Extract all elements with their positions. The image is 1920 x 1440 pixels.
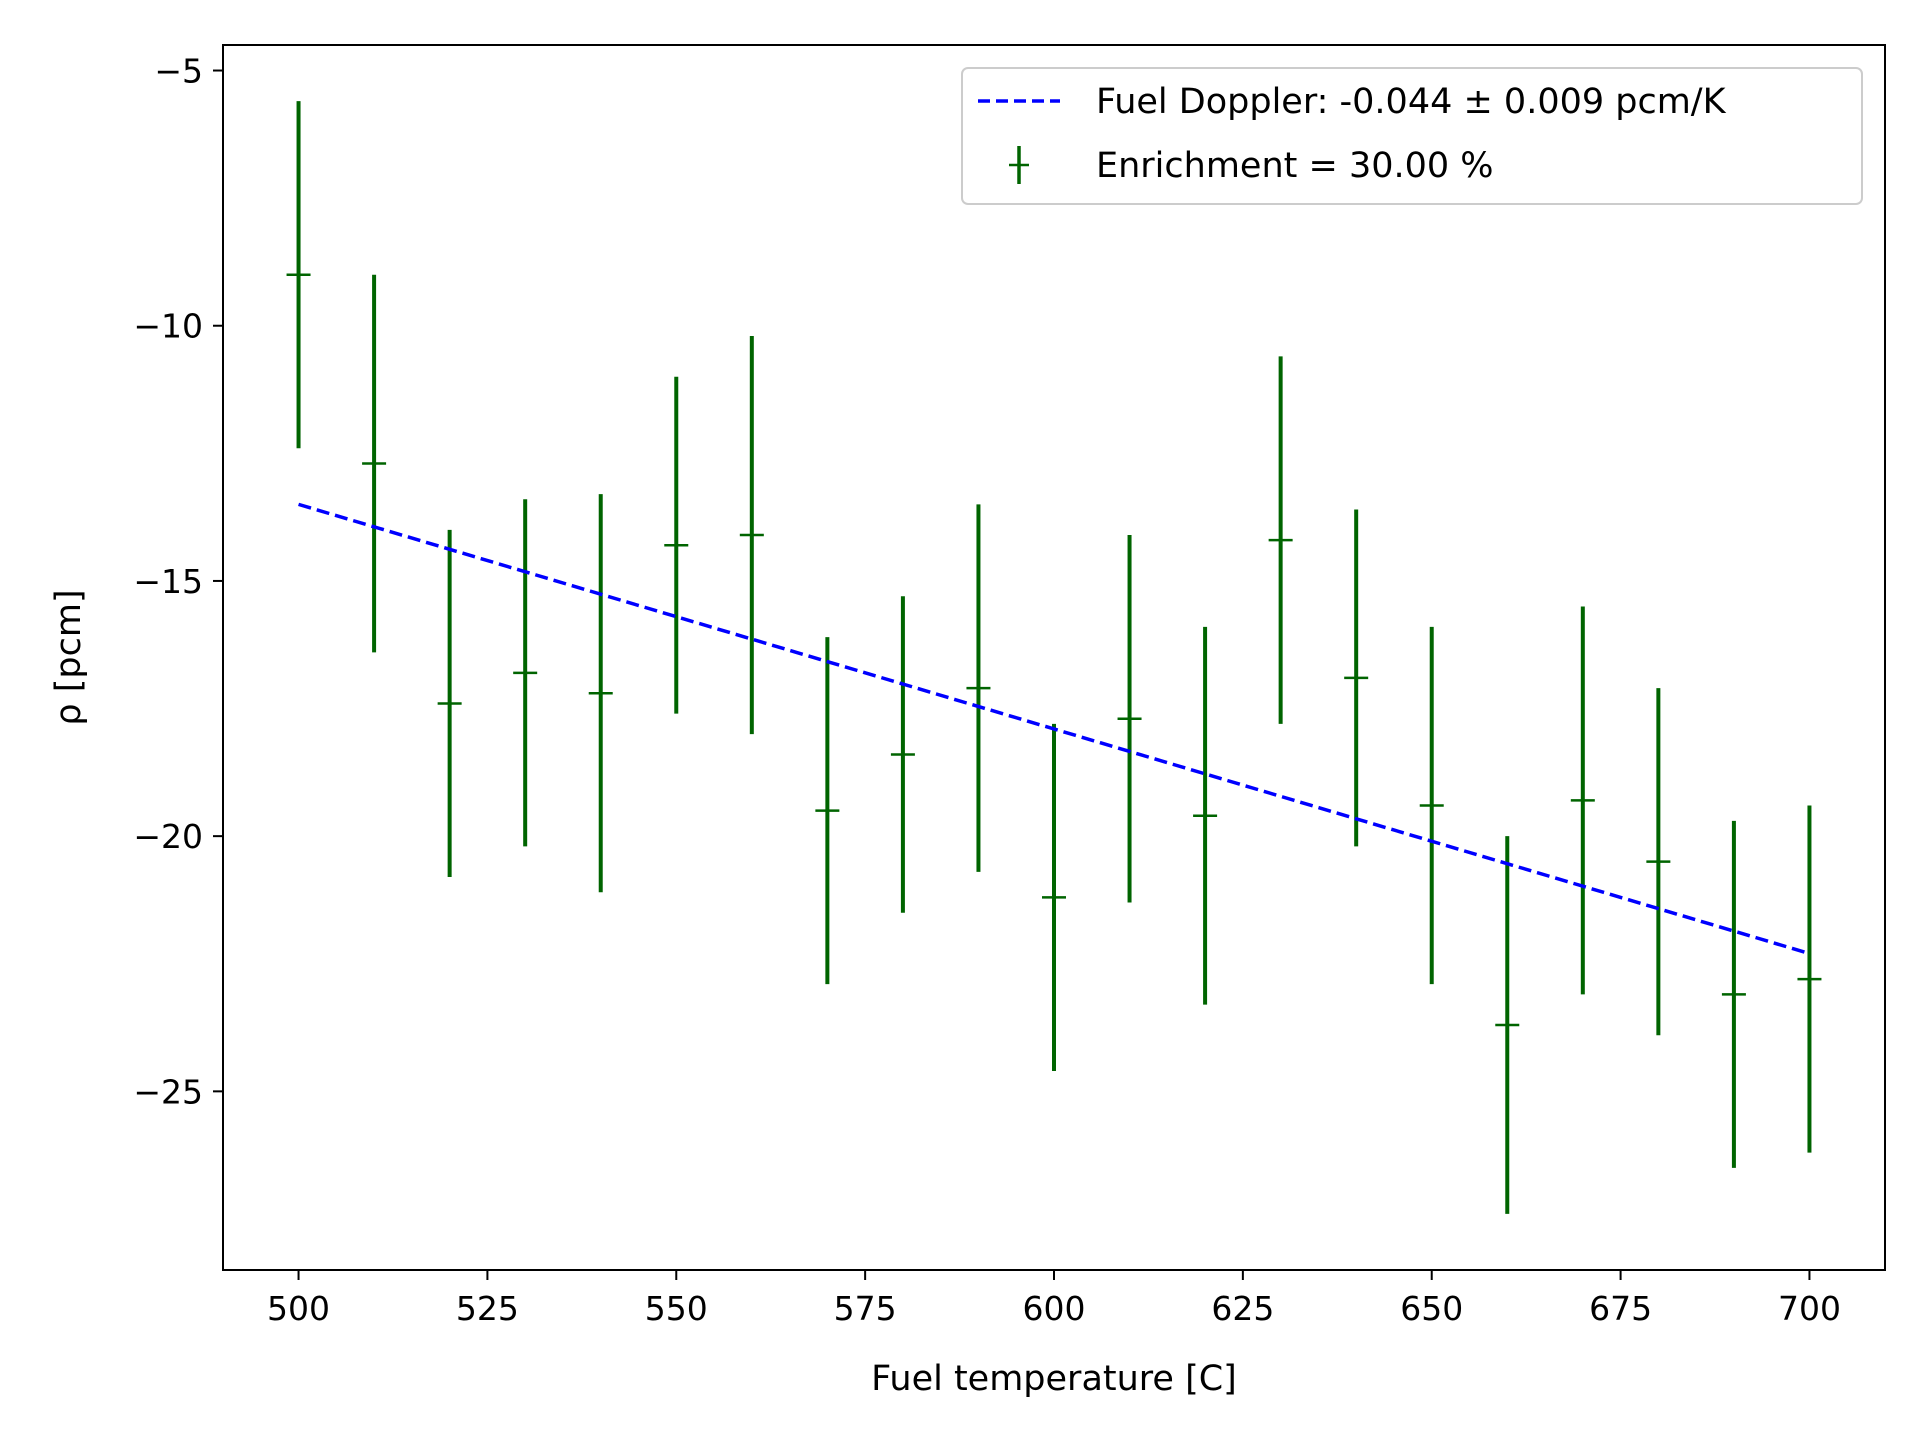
y-tick-label: −20 bbox=[133, 817, 203, 856]
errorbar-point bbox=[362, 274, 387, 653]
errorbar-point bbox=[1344, 509, 1369, 847]
legend-box bbox=[961, 67, 1863, 205]
errorbar-point bbox=[739, 335, 764, 735]
errorbar-point bbox=[1117, 535, 1142, 903]
axes: 500 525 550 575 600 625 650 675 700 −5 −10 −15 −20 −2… bbox=[133, 44, 1886, 1328]
legend-data-label: Enrichment = 30.00 % bbox=[1096, 146, 1494, 186]
errorbar-point bbox=[588, 494, 613, 893]
y-tick-label: −5 bbox=[154, 52, 203, 91]
x-tick-label: 600 bbox=[1023, 1289, 1086, 1328]
legend: Fuel Doppler: -0.044 ± 0.009 pcm/K Enric… bbox=[961, 67, 1863, 205]
legend-fit-label: Fuel Doppler: -0.044 ± 0.009 pcm/K bbox=[1096, 82, 1727, 122]
errorbar-point bbox=[1797, 805, 1822, 1153]
plot-area bbox=[286, 101, 1822, 1214]
x-tick-label: 575 bbox=[834, 1289, 897, 1328]
y-tick-label: −10 bbox=[133, 307, 203, 346]
x-tick-label: 675 bbox=[1589, 1289, 1652, 1328]
x-tick-label: 525 bbox=[456, 1289, 519, 1328]
fit-line bbox=[298, 502, 1810, 956]
errorbar-point bbox=[1495, 836, 1520, 1214]
errorbar-point bbox=[664, 376, 689, 714]
errorbar-point bbox=[1646, 688, 1671, 1036]
y-tick-label: −15 bbox=[133, 562, 203, 601]
y-axis-label: ρ [pcm] bbox=[49, 589, 89, 725]
errorbar-point bbox=[513, 499, 538, 847]
x-tick-label: 700 bbox=[1778, 1289, 1841, 1328]
errorbar-point bbox=[1570, 606, 1595, 995]
errorbar-point bbox=[1193, 626, 1218, 1005]
x-axis-label: Fuel temperature [C] bbox=[871, 1359, 1237, 1399]
x-tick-label: 650 bbox=[1400, 1289, 1463, 1328]
errorbar-point bbox=[437, 529, 462, 877]
errorbar-point bbox=[890, 596, 915, 913]
errorbar-point bbox=[286, 101, 311, 449]
x-tick-label: 500 bbox=[267, 1289, 330, 1328]
x-tick-label: 625 bbox=[1211, 1289, 1274, 1328]
errorbar-point bbox=[815, 637, 840, 985]
errorbar-point bbox=[1419, 626, 1444, 985]
x-tick-label: 550 bbox=[645, 1289, 708, 1328]
y-tick-label: −25 bbox=[133, 1072, 203, 1111]
errorbar-point bbox=[1042, 723, 1066, 1071]
errorbar-point bbox=[1721, 820, 1746, 1168]
errorbar-point bbox=[1268, 356, 1293, 724]
errorbar-point bbox=[966, 504, 991, 872]
